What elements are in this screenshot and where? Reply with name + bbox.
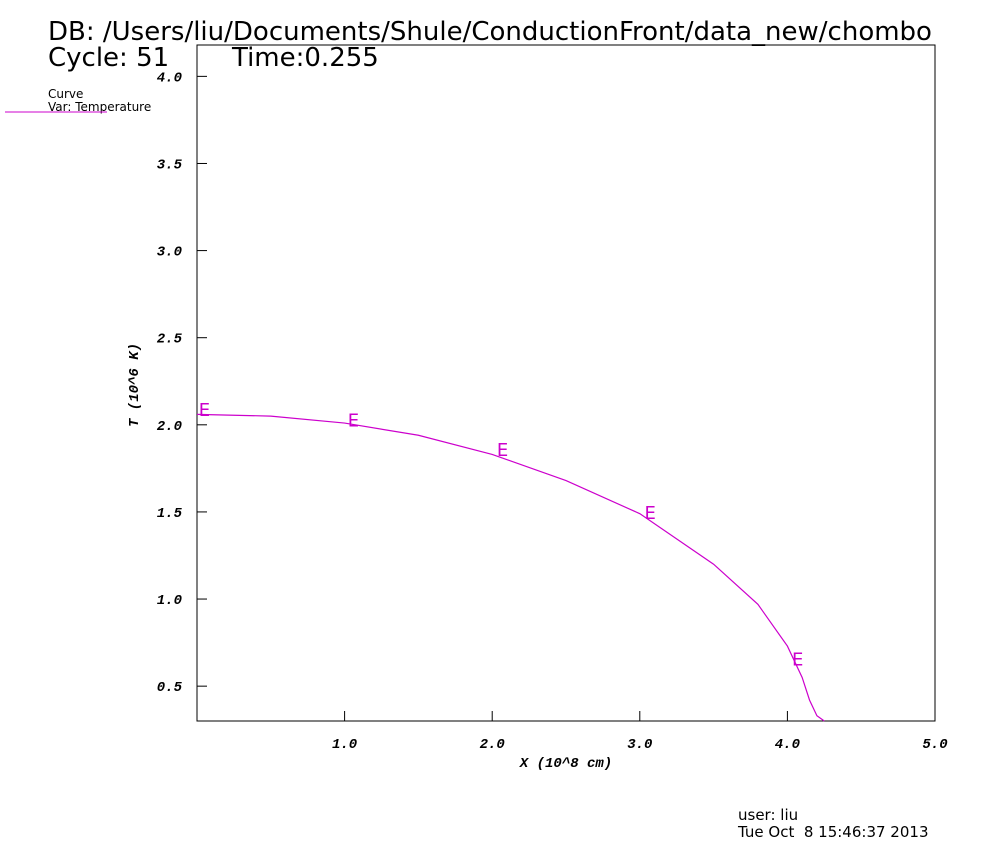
- y-tick-label: 2.0: [157, 419, 182, 435]
- point-marker: E: [792, 649, 803, 670]
- user-label: user: liu: [738, 806, 798, 824]
- y-tick-label: 1.0: [157, 593, 182, 609]
- x-axis-title: X (10^8 cm): [519, 756, 612, 772]
- legend-title: Curve: [48, 87, 83, 101]
- x-tick-label: 1.0: [332, 737, 357, 753]
- y-axis-title: T (10^6 K): [127, 343, 143, 427]
- x-tick-label: 3.0: [627, 737, 652, 753]
- db-label: DB: /Users/liu/Documents/Shule/Conductio…: [48, 17, 932, 47]
- y-tick-label: 1.5: [157, 506, 183, 522]
- point-marker: E: [644, 503, 655, 524]
- curve: [196, 413, 825, 722]
- y-tick-label: 3.5: [157, 157, 183, 173]
- legend-var: Var: Temperature: [48, 100, 151, 114]
- plot-frame: [196, 44, 936, 722]
- date-label: Tue Oct 8 15:46:37 2013: [737, 823, 928, 841]
- y-tick-label: 2.5: [157, 332, 183, 348]
- x-tick-label: 5.0: [922, 737, 947, 753]
- x-tick-label: 4.0: [775, 737, 800, 753]
- y-tick-label: 4.0: [157, 70, 182, 86]
- point-marker: E: [497, 440, 508, 461]
- time-label: Time:0.255: [231, 43, 379, 73]
- point-marker: E: [348, 411, 359, 432]
- x-tick-label: 2.0: [480, 737, 505, 753]
- y-tick-label: 3.0: [157, 245, 182, 261]
- cycle-label: Cycle: 51: [48, 43, 169, 73]
- point-marker: E: [199, 400, 210, 421]
- y-tick-label: 0.5: [157, 680, 183, 696]
